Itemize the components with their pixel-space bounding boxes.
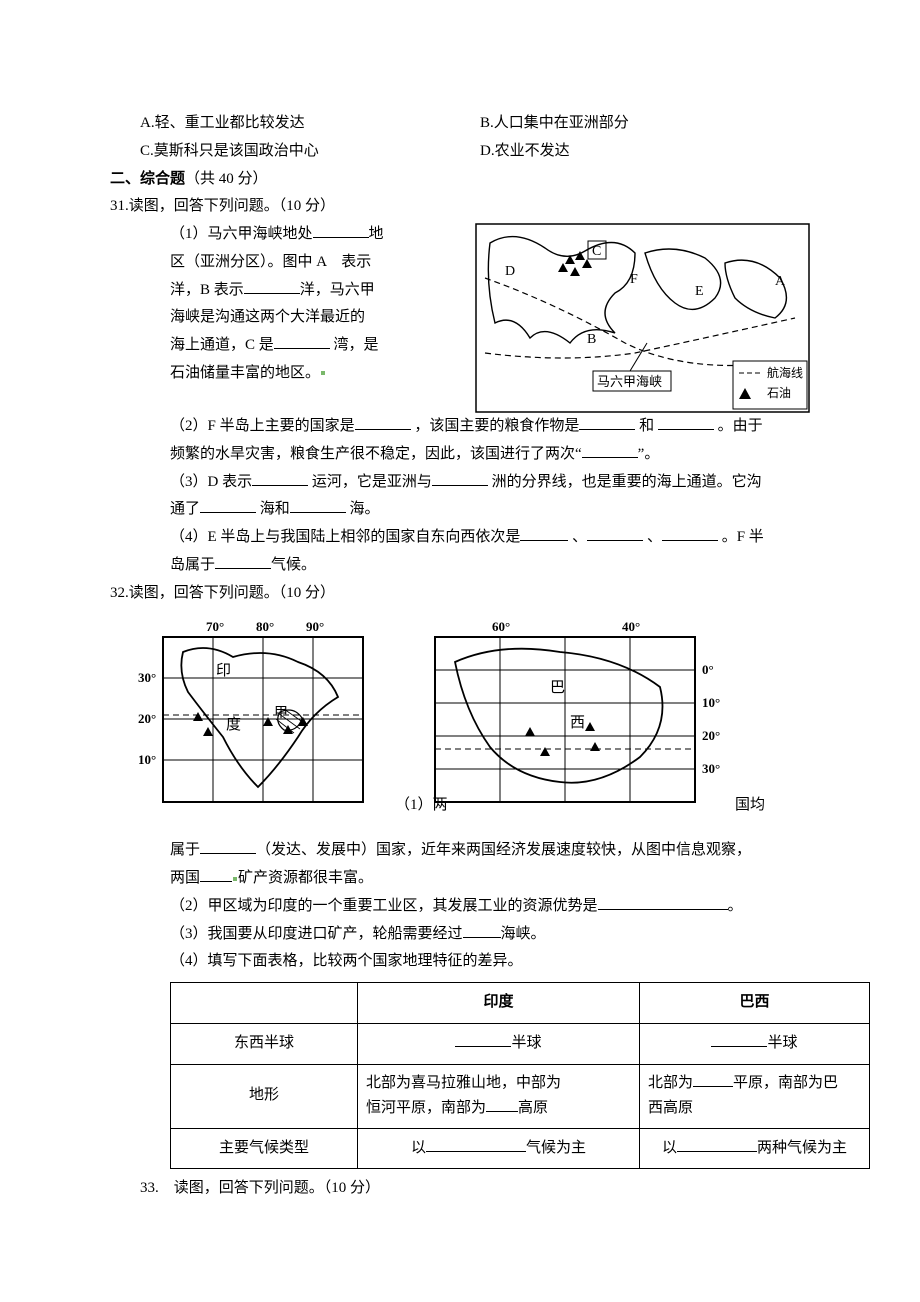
row-terrain-label: 地形 xyxy=(171,1064,358,1128)
option-c: C.莫斯科只是该国政治中心 xyxy=(140,138,480,166)
map-label-C: C xyxy=(592,244,601,259)
q32-maps: 70° 80° 90° 30° 20° 10° 印 度 甲 xyxy=(110,617,810,837)
svg-text:巴: 巴 xyxy=(550,680,565,696)
q32-stem: 32.读图，回答下列问题。（10 分） xyxy=(110,580,810,608)
svg-text:度: 度 xyxy=(226,716,241,733)
green-dot-icon xyxy=(233,877,237,881)
section2-points: （共 40 分） xyxy=(185,171,268,187)
svg-text:80°: 80° xyxy=(256,619,274,634)
q33-stem: 33. 读图，回答下列问题。（10 分） xyxy=(110,1175,810,1203)
section2-title: 二、综合题 xyxy=(110,171,185,187)
svg-text:10°: 10° xyxy=(702,695,720,710)
svg-text:20°: 20° xyxy=(702,728,720,743)
q31-map: D C F E A B 马六甲海峡 航海线 石油 xyxy=(475,223,810,413)
comparison-table: 印度 巴西 东西半球 半球 半球 地形 北部为喜马拉雅山地，中部为 恒河平原，南… xyxy=(170,982,870,1169)
map-label-E: E xyxy=(695,284,704,299)
option-a: A.轻、重工业都比较发达 xyxy=(140,110,480,138)
svg-text:30°: 30° xyxy=(138,670,156,685)
svg-text:0°: 0° xyxy=(702,662,714,677)
legend-route: 航海线 xyxy=(767,365,803,380)
map-label-B: B xyxy=(587,332,596,347)
option-b: B.人口集中在亚洲部分 xyxy=(480,110,629,138)
svg-text:30°: 30° xyxy=(702,761,720,776)
svg-text:10°: 10° xyxy=(138,752,156,767)
map-strait-label: 马六甲海峡 xyxy=(597,374,662,389)
legend-oil: 石油 xyxy=(767,386,791,400)
svg-text:60°: 60° xyxy=(492,619,510,634)
green-dot-icon xyxy=(321,371,325,375)
svg-text:甲: 甲 xyxy=(274,706,288,721)
svg-text:西: 西 xyxy=(570,715,585,731)
q32-after: 国均 xyxy=(735,792,765,820)
row-climate-label: 主要气候类型 xyxy=(171,1128,358,1169)
row-hemisphere-label: 东西半球 xyxy=(171,1023,358,1064)
option-d: D.农业不发达 xyxy=(480,138,570,166)
map-label-D: D xyxy=(505,264,515,279)
svg-text:70°: 70° xyxy=(206,619,224,634)
svg-text:印: 印 xyxy=(216,662,231,679)
svg-text:40°: 40° xyxy=(622,619,640,634)
map-label-F: F xyxy=(630,272,638,287)
q31-stem: 31.读图，回答下列问题。（10 分） xyxy=(110,193,810,221)
q32-between: （1）两 xyxy=(395,792,448,820)
svg-text:20°: 20° xyxy=(138,711,156,726)
map-label-A: A xyxy=(775,274,786,289)
svg-text:90°: 90° xyxy=(306,619,324,634)
